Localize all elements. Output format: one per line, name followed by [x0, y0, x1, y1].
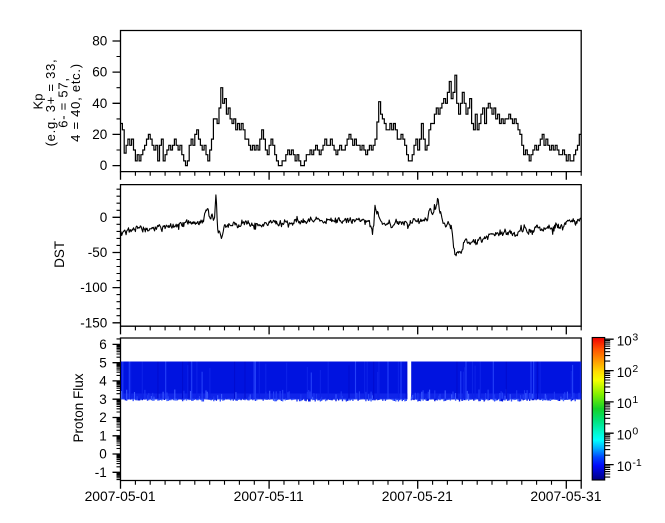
svg-text:2: 2: [632, 363, 638, 375]
svg-text:1: 1: [632, 394, 638, 406]
svg-text:-1: -1: [95, 465, 107, 480]
svg-text:-100: -100: [80, 280, 107, 295]
svg-text:80: 80: [92, 34, 107, 49]
svg-text:2: 2: [99, 410, 107, 425]
svg-text:5: 5: [99, 355, 107, 370]
svg-text:4 = 40, etc.): 4 = 40, etc.): [68, 63, 83, 142]
svg-text:(e.g. 3+ = 33,: (e.g. 3+ = 33,: [43, 59, 58, 147]
svg-text:0: 0: [100, 158, 108, 173]
svg-text:4: 4: [99, 374, 107, 389]
svg-text:3: 3: [632, 331, 638, 343]
svg-text:2007-05-31: 2007-05-31: [530, 488, 601, 504]
svg-text:10: 10: [617, 396, 632, 411]
svg-text:6: 6: [99, 337, 107, 352]
svg-text:10: 10: [617, 333, 632, 348]
svg-text:-150: -150: [80, 315, 107, 330]
svg-text:60: 60: [92, 65, 107, 80]
svg-text:3: 3: [99, 392, 107, 407]
svg-text:10: 10: [617, 365, 632, 380]
svg-text:Proton Flux: Proton Flux: [71, 373, 86, 442]
svg-text:1: 1: [99, 428, 107, 443]
svg-text:10: 10: [617, 459, 632, 474]
svg-text:-1: -1: [632, 457, 641, 469]
svg-text:10: 10: [617, 427, 632, 442]
svg-text:2007-05-01: 2007-05-01: [85, 488, 156, 504]
svg-text:0: 0: [99, 447, 107, 462]
svg-text:0: 0: [100, 210, 108, 225]
svg-text:-50: -50: [88, 245, 108, 260]
svg-text:2007-05-21: 2007-05-21: [382, 488, 453, 504]
svg-text:DST: DST: [52, 241, 67, 268]
svg-text:20: 20: [92, 127, 107, 142]
svg-text:40: 40: [92, 96, 107, 111]
svg-text:Kp: Kp: [31, 94, 46, 110]
svg-text:6- = 57,: 6- = 57,: [56, 77, 71, 127]
svg-text:2007-05-11: 2007-05-11: [234, 488, 304, 504]
svg-text:0: 0: [632, 425, 638, 437]
